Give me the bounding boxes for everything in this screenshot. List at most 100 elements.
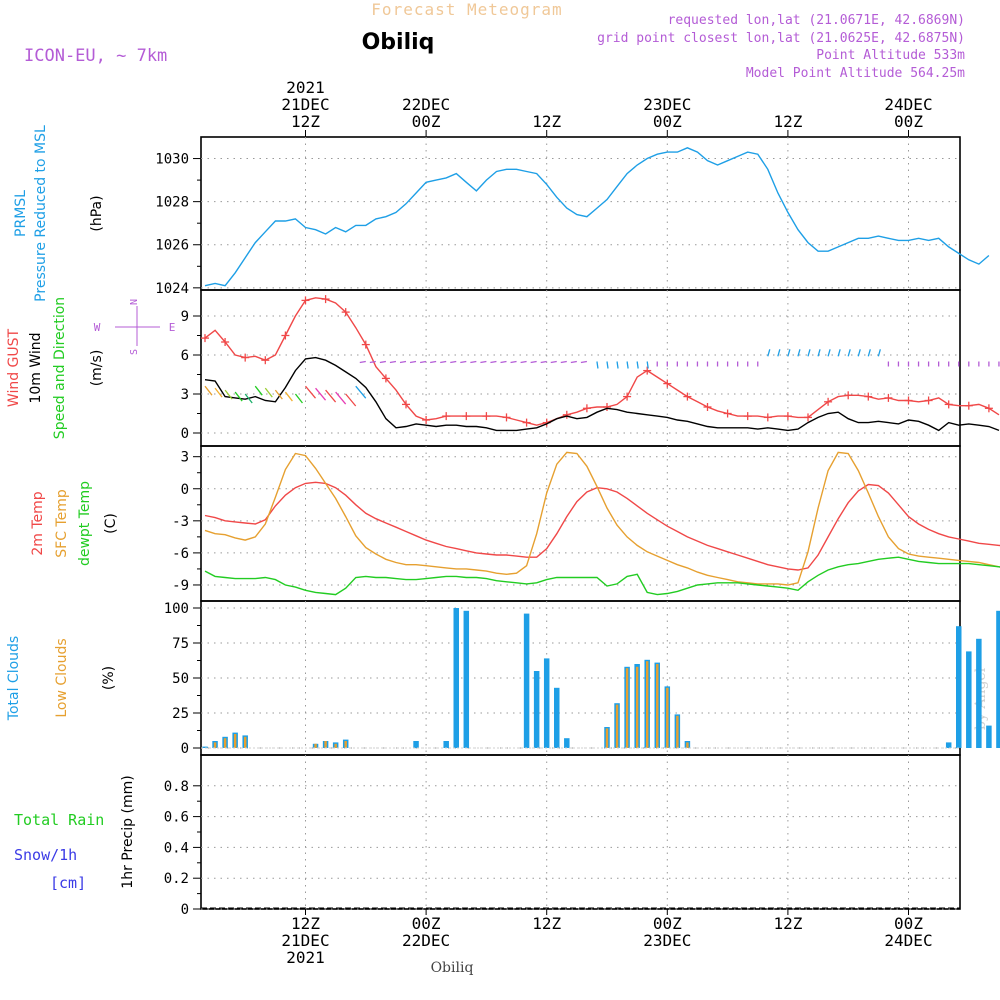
- panel-wind: 0 3 6 9 Wind GUST 10m Wind Speed and Direction…: [6, 289, 1000, 447]
- wind-direction-arrow: [284, 391, 293, 402]
- y-tick-label: 0: [181, 902, 189, 918]
- cloud-bar-total: [443, 741, 449, 748]
- time-label-top: 2021: [286, 78, 325, 97]
- gust-marker: [964, 401, 973, 410]
- cloud-bar-low: [213, 742, 217, 748]
- wind-direction-arrow: [214, 387, 223, 398]
- ylabel-unit: (C): [103, 513, 119, 534]
- y-tick-label: 50: [172, 671, 189, 687]
- time-label-top: 12Z: [532, 112, 561, 131]
- gust-marker: [442, 412, 451, 421]
- wind-direction-arrow: [510, 360, 517, 364]
- cloud-bar-total: [554, 687, 560, 748]
- wind-direction-arrow: [274, 389, 283, 400]
- cloud-bar-low: [656, 664, 659, 748]
- gust-marker: [824, 397, 833, 406]
- gust-marker: [482, 412, 491, 421]
- wind-direction-arrow: [530, 360, 537, 364]
- gust-marker: [984, 404, 993, 413]
- wind-direction-arrow: [847, 349, 851, 357]
- cloud-bar-total: [976, 638, 982, 748]
- gust-marker: [864, 392, 873, 401]
- gust-marker: [924, 396, 933, 405]
- cloud-bar-low: [233, 734, 237, 748]
- time-label-bottom: 2021: [286, 948, 325, 967]
- gust-marker: [723, 409, 732, 418]
- wind-direction-arrow: [294, 393, 303, 404]
- wind-direction-arrow: [837, 349, 841, 357]
- time-label-bottom: 00Z: [412, 914, 441, 933]
- cloud-bar-low: [686, 742, 689, 748]
- gust-marker: [381, 374, 390, 383]
- wind-direction-arrow: [817, 349, 821, 357]
- gust-marker: [522, 418, 531, 427]
- time-label-top: 12Z: [773, 112, 802, 131]
- ylabel: SFC Temp: [54, 489, 70, 558]
- footer-location-label: Obiliq: [431, 960, 474, 976]
- cloud-bar-total: [202, 746, 208, 748]
- y-tick-label: 1028: [155, 195, 189, 211]
- wind-direction-arrow: [355, 385, 367, 399]
- gust-marker: [361, 340, 370, 349]
- wind-direction-arrow: [345, 393, 357, 407]
- wind-direction-arrow: [636, 361, 639, 369]
- wind-direction-arrow: [596, 361, 599, 369]
- wind-direction-arrow: [480, 360, 487, 364]
- ylabel: Pressure Reduced to MSL: [33, 125, 49, 302]
- wind-direction-arrow: [500, 360, 507, 364]
- gust-marker: [241, 353, 250, 362]
- panel-clouds: 0 25 50 75 100 Total Clouds Low Clouds (%): [6, 600, 1000, 757]
- ylabel-unit: (%): [101, 666, 117, 690]
- wind-direction-arrow: [767, 349, 771, 357]
- gust-marker: [743, 412, 752, 421]
- cloud-bar-low: [666, 687, 669, 748]
- wind-direction-arrow: [224, 389, 233, 400]
- wind-direction-arrow: [359, 360, 366, 364]
- wind-direction-arrow: [807, 349, 811, 357]
- info-point-altitude: Point Altitude 533m: [816, 48, 965, 63]
- header: Forecast Meteogram Obiliq ICON-EU, ~ 7km…: [24, 0, 989, 976]
- time-label-bottom: 12Z: [291, 914, 320, 933]
- panel-frame: [200, 136, 961, 291]
- gust-marker: [884, 393, 893, 402]
- gust-marker: [683, 392, 692, 401]
- ylabel: 2m Temp: [30, 491, 46, 555]
- cloud-bar-low: [646, 661, 649, 748]
- gust-marker: [663, 379, 672, 388]
- ylabel-unit: (hPa): [89, 195, 105, 231]
- time-label-bottom: 22DEC: [402, 931, 450, 950]
- model-label: ICON-EU, ~ 7km: [24, 46, 167, 66]
- info-model-altitude: Model Point Altitude 564.25m: [746, 66, 965, 81]
- panel-temperature: -9 -6 -3 0 3 2m Temp SFC Temp dewpt Temp (C): [30, 445, 1000, 602]
- cloud-bar-low: [344, 741, 347, 748]
- gust-marker: [763, 413, 772, 422]
- time-label-top: 00Z: [894, 112, 923, 131]
- cloud-bar-low: [615, 704, 619, 748]
- wind-direction-arrow: [560, 360, 567, 364]
- cloud-bar-low: [314, 743, 317, 748]
- gust-marker: [904, 396, 913, 405]
- wind-direction-arrow: [540, 360, 547, 364]
- location-title: Obiliq: [362, 30, 435, 55]
- cloud-bar-total: [966, 651, 972, 748]
- cloud-bar-total: [453, 608, 459, 748]
- gust-marker: [281, 331, 290, 340]
- gust-marker: [804, 413, 812, 422]
- series-line-sfc-temp: [204, 451, 1000, 586]
- cloud-bar-total: [564, 738, 570, 748]
- gust-marker: [582, 404, 591, 413]
- compass-w: W: [94, 321, 101, 334]
- panel-frame: [200, 289, 961, 447]
- cloud-bar-low: [334, 743, 337, 748]
- gust-marker: [783, 412, 792, 421]
- wind-direction-arrow: [264, 387, 273, 398]
- wind-direction-arrow: [470, 360, 477, 364]
- y-tick-label: 3: [181, 450, 189, 466]
- y-tick-label: 9: [181, 309, 189, 325]
- ylabel-total-rain: Total Rain: [14, 811, 104, 829]
- wind-direction-arrow: [570, 360, 577, 364]
- panel-pressure: 1024 1026 1028 1030 PRMSL Pressure Reduced to…: [13, 125, 990, 302]
- wind-direction-arrow: [399, 360, 407, 364]
- y-tick-label: -9: [172, 578, 189, 594]
- wind-direction-arrow: [430, 360, 437, 364]
